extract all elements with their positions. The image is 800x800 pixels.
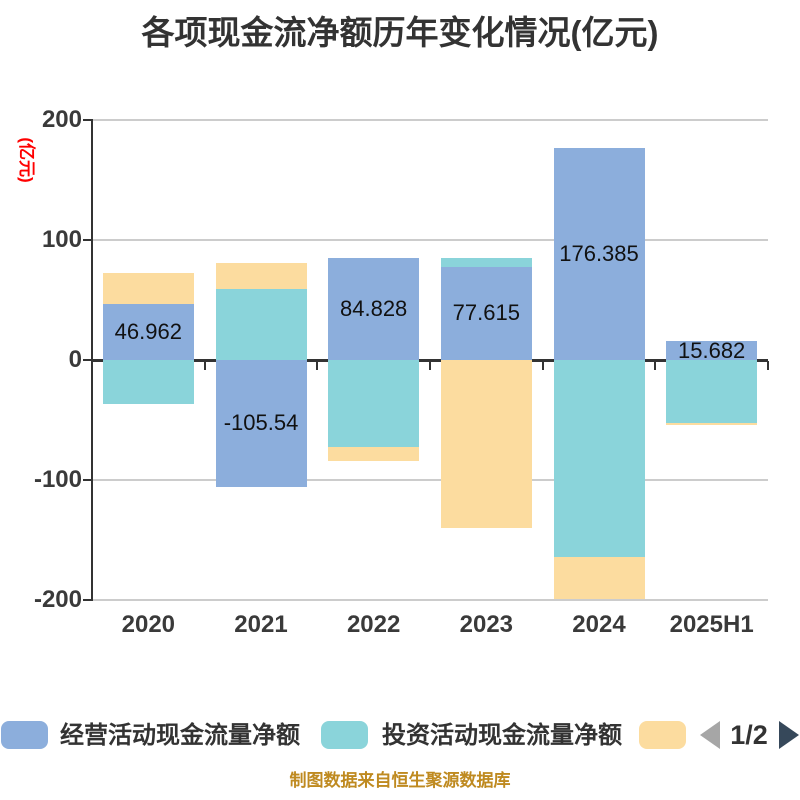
y-axis-tick-label: 200 — [41, 106, 82, 133]
bar-segment-2020-s0[interactable] — [102, 303, 194, 360]
x-axis-label-2024: 2024 — [572, 611, 626, 638]
y-axis-tick — [83, 479, 91, 481]
bar-segment-2022-s1[interactable] — [328, 360, 420, 448]
x-axis-tick — [91, 361, 93, 370]
bar-segment-2024-s1[interactable] — [553, 360, 645, 558]
operating-series-swatch-icon — [1, 721, 48, 749]
x-axis-label-2020: 2020 — [121, 611, 176, 638]
bar-segment-2025H1-s0[interactable] — [666, 341, 758, 360]
legend-item-financing[interactable] — [639, 721, 686, 750]
y-axis-tick — [83, 119, 91, 121]
y-axis-tick-label: -100 — [33, 466, 82, 493]
financing-series-swatch-icon — [639, 721, 686, 749]
x-axis-label-2025H1: 2025H1 — [669, 611, 754, 638]
legend-item-investing[interactable]: 投资活动现金流量净额 — [321, 721, 623, 750]
y-axis-tick — [83, 599, 91, 601]
bar-segment-2024-s0[interactable] — [553, 148, 645, 360]
bar-segment-2025H1-s2[interactable] — [666, 423, 758, 425]
legend-item-operating[interactable]: 经营活动现金流量净额 — [1, 721, 301, 750]
x-axis-tick — [203, 361, 206, 370]
gridline — [92, 479, 768, 481]
data-source-note: 制图数据来自恒生聚源数据库 — [289, 771, 511, 790]
bar-segment-2023-s2[interactable] — [440, 360, 532, 529]
bar-value-label-2020: 46.962 — [114, 318, 182, 344]
legend-pager-page-indicator: 1/2 — [730, 720, 768, 750]
bar-segment-2020-s1[interactable] — [102, 360, 194, 405]
bar-segment-2020-s2[interactable] — [102, 273, 194, 304]
y-axis-tick — [83, 359, 91, 361]
x-axis-tick — [316, 361, 319, 370]
x-axis-tick — [541, 361, 544, 370]
bar-segment-2023-s1[interactable] — [440, 258, 532, 267]
bar-segment-2023-s0[interactable] — [440, 266, 532, 360]
y-axis-tick — [83, 239, 91, 241]
legend-pager-next-icon[interactable] — [779, 721, 799, 749]
gridline — [92, 119, 768, 121]
bar-segment-2021-s1[interactable] — [215, 289, 307, 360]
y-axis-line — [91, 119, 93, 601]
legend-label-operating: 经营活动现金流量净额 — [60, 722, 300, 749]
x-axis-label-2022: 2022 — [346, 611, 401, 638]
bar-segment-2021-s2[interactable] — [215, 263, 307, 290]
legend-pager-prev-icon[interactable] — [700, 721, 720, 749]
bar-value-label-2023: 77.615 — [452, 300, 520, 326]
bar-segment-2022-s0[interactable] — [328, 258, 420, 360]
bar-value-label-2022: 84.828 — [340, 296, 408, 322]
x-axis-label-2023: 2023 — [459, 611, 514, 638]
x-axis-tick — [767, 361, 769, 370]
x-axis-tick — [654, 361, 657, 370]
y-axis-tick-label: -200 — [33, 586, 82, 613]
bar-value-label-2024: 176.385 — [559, 241, 639, 267]
legend-label-investing: 投资活动现金流量净额 — [382, 722, 622, 749]
bar-value-label-2021: -105.54 — [223, 410, 299, 436]
y-axis-tick-label: 100 — [41, 226, 82, 253]
bar-segment-2022-s2[interactable] — [328, 447, 420, 461]
gridline — [92, 599, 768, 601]
investing-series-swatch-icon — [321, 721, 368, 749]
bar-segment-2024-s2[interactable] — [553, 557, 645, 600]
legend: 经营活动现金流量净额 投资活动现金流量净额 — [0, 721, 800, 751]
bar-segment-2025H1-s1[interactable] — [666, 360, 758, 424]
zero-axis-line — [92, 358, 768, 362]
x-axis-label-2021: 2021 — [234, 611, 288, 638]
x-axis-tick — [429, 361, 431, 370]
bar-value-label-2025H1: 15.682 — [678, 337, 746, 363]
gridline — [92, 239, 768, 241]
bar-segment-2021-s0[interactable] — [215, 360, 307, 487]
y-axis-tick-label: 0 — [68, 346, 82, 373]
chart-title: 各项现金流净额历年变化情况(亿元) — [141, 14, 659, 51]
